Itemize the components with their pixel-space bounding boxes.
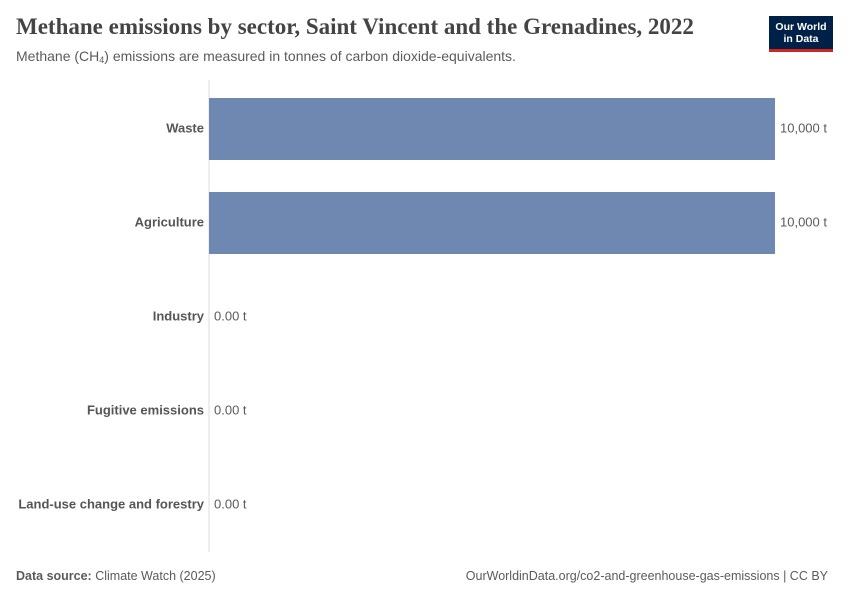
value-label: 10,000 t xyxy=(780,120,827,135)
data-source-value: Climate Watch (2025) xyxy=(95,569,216,583)
bar-chart: Waste 10,000 t Agriculture 10,000 t Industry… xyxy=(18,80,827,552)
logo-line-1: Our World xyxy=(775,20,827,33)
source-url-link[interactable]: OurWorldinData.org/co2-and-greenhouse-ga… xyxy=(465,569,780,583)
chart-subtitle: Methane (CH4) emissions are measured in … xyxy=(16,48,516,65)
footer-links: OurWorldinData.org/co2-and-greenhouse-ga… xyxy=(466,569,828,583)
subtitle-suffix: ) emissions are measured in tonnes of ca… xyxy=(104,48,516,64)
subtitle-subscript: 4 xyxy=(99,55,105,65)
category-label: Fugitive emissions xyxy=(87,402,204,417)
category-label: Land-use change and forestry xyxy=(18,496,204,511)
footer-separator: | xyxy=(779,569,790,583)
subtitle-prefix: Methane (CH xyxy=(16,48,100,64)
owid-logo[interactable]: Our World in Data xyxy=(769,16,833,52)
logo-line-2: in Data xyxy=(783,32,819,45)
data-source: Data source: Climate Watch (2025) xyxy=(16,569,216,583)
category-label: Agriculture xyxy=(135,214,204,229)
bar[interactable] xyxy=(209,98,775,160)
bar[interactable] xyxy=(209,192,775,254)
value-label: 0.00 t xyxy=(214,496,247,511)
license-link[interactable]: CC BY xyxy=(789,569,828,583)
category-label: Industry xyxy=(153,308,205,323)
value-label: 0.00 t xyxy=(214,308,247,323)
data-source-label: Data source: xyxy=(16,569,92,583)
value-label: 10,000 t xyxy=(780,214,827,229)
chart-title: Methane emissions by sector, Saint Vince… xyxy=(16,14,694,39)
value-label: 0.00 t xyxy=(214,402,247,417)
category-label: Waste xyxy=(166,120,204,135)
